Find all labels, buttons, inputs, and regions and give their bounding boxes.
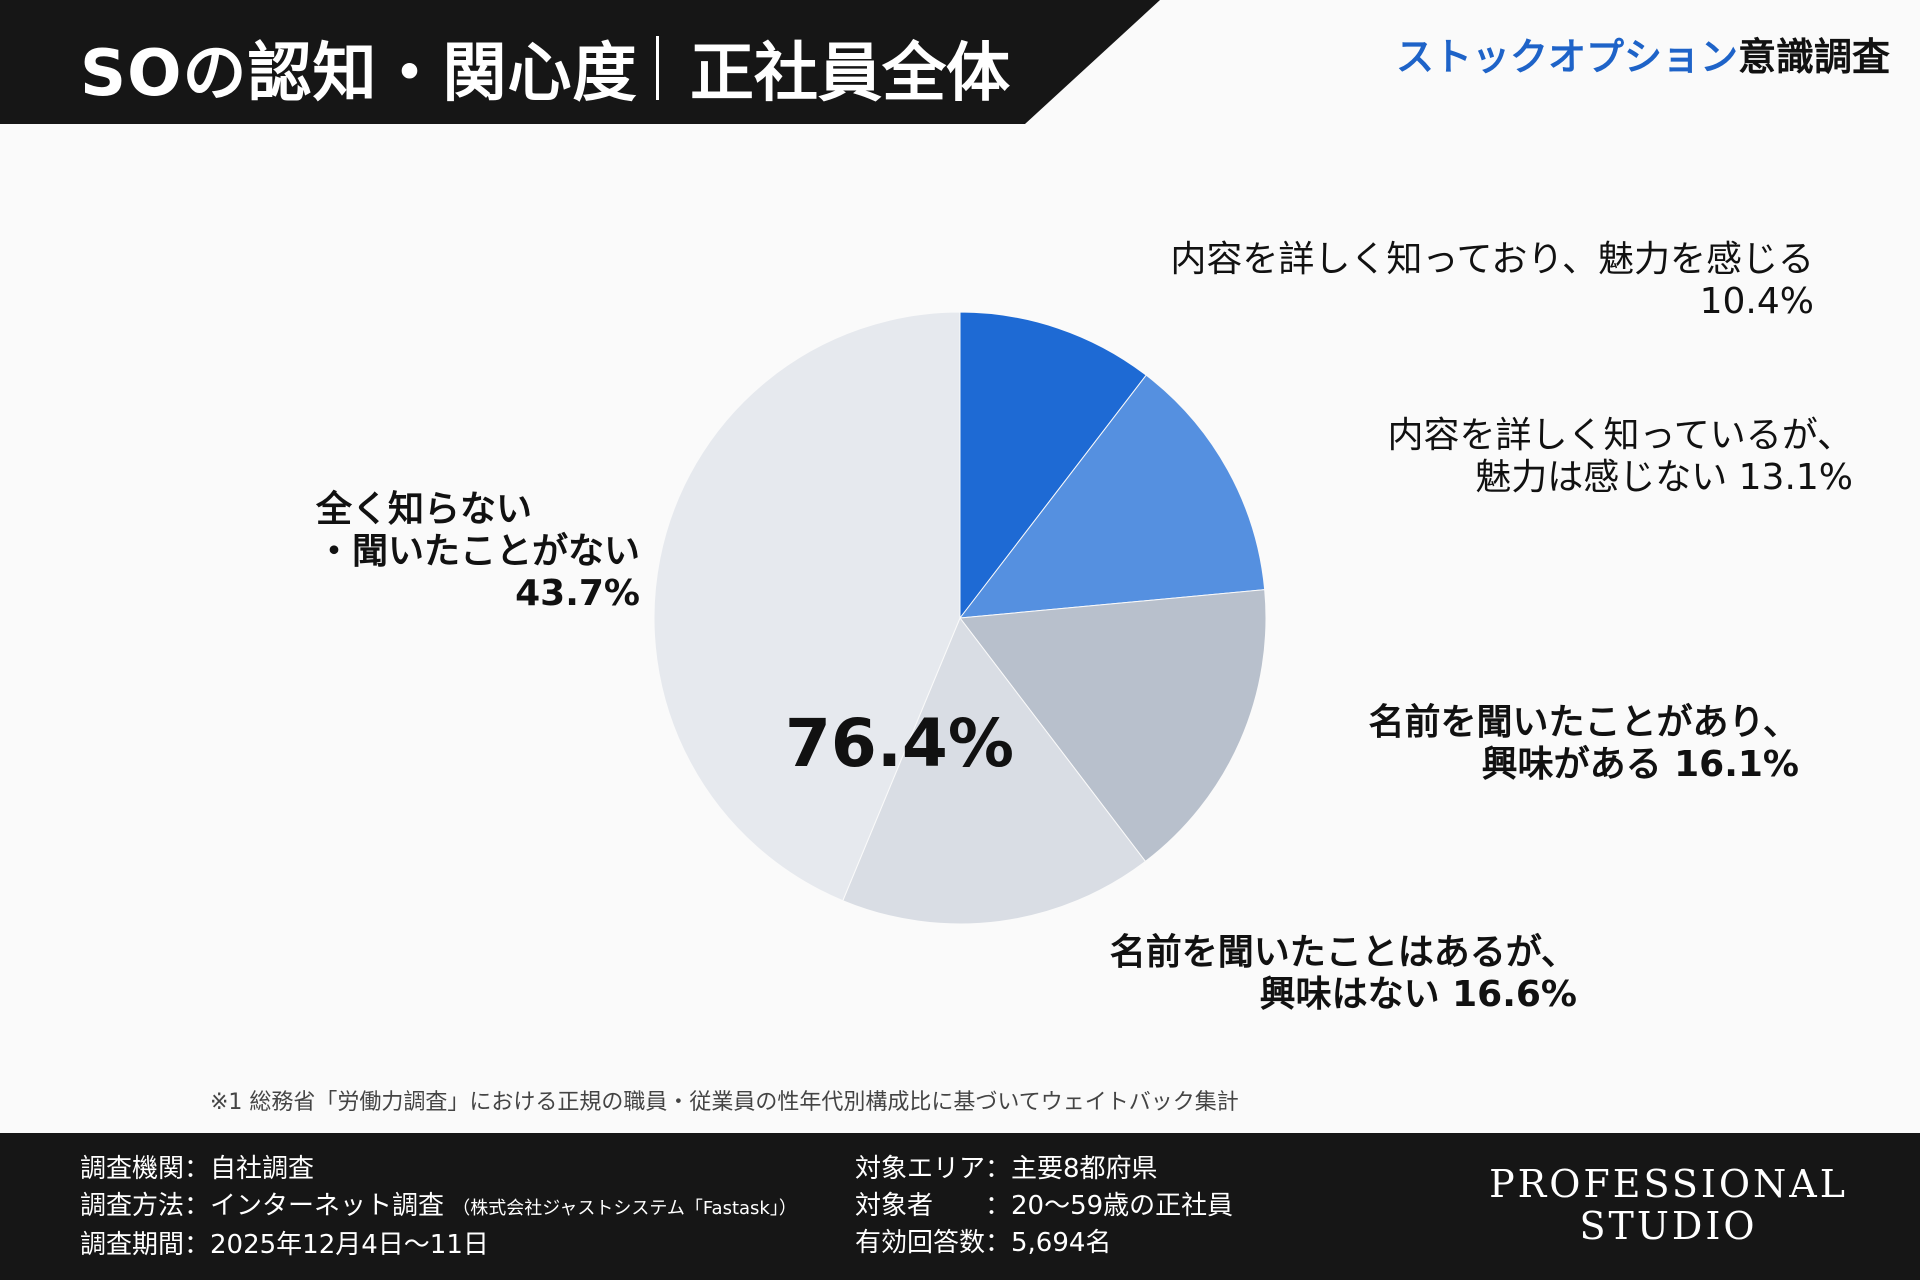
survey-name: ストックオプション意識調査 xyxy=(1396,26,1890,81)
label-slice-2: 内容を詳しく知っているが、 魅力は感じない 13.1% xyxy=(1388,415,1853,499)
label-slice-3: 名前を聞いたことがあり、 興味がある 16.1% xyxy=(1368,702,1799,786)
label-slice-2-value: 魅力は感じない 13.1% xyxy=(1475,457,1853,498)
label-slice-1-value: 10.4% xyxy=(1699,281,1814,322)
header-band xyxy=(0,0,1160,124)
survey-period: 調査期間：2025年12月4日〜11日 xyxy=(80,1230,489,1260)
label-slice-4-text: 名前を聞いたことはあるが、 xyxy=(1109,932,1577,973)
survey-responses: 有効回答数：5,694名 xyxy=(855,1228,1112,1258)
center-value-label: 76.4% xyxy=(785,705,1014,782)
footer-survey-info: 調査機関：自社調査 調査方法：インターネット調査 （株式会社ジャストシステム「F… xyxy=(80,1151,797,1264)
pie-slice-3 xyxy=(959,589,1267,863)
survey-name-blue: ストックオプション xyxy=(1395,35,1738,79)
label-slice-4-value: 興味はない 16.6% xyxy=(1259,974,1577,1015)
title-divider xyxy=(656,36,659,100)
pie-svg xyxy=(653,311,1267,925)
label-slice-1: 内容を詳しく知っており、魅力を感じる 10.4% xyxy=(1170,239,1814,323)
survey-method-note: （株式会社ジャストシステム「Fastask」） xyxy=(452,1198,797,1219)
page-title: SOの認知・関心度 xyxy=(80,37,638,111)
label-slice-1-text: 内容を詳しく知っており、魅力を感じる xyxy=(1170,239,1814,280)
label-slice-5: 全く知らない ・聞いたことがない 43.7% xyxy=(316,489,640,615)
pie-slice-5 xyxy=(653,311,961,902)
survey-target: 対象者 ：20〜59歳の正社員 xyxy=(855,1191,1234,1221)
survey-agency: 調査機関：自社調査 xyxy=(80,1154,315,1184)
label-slice-5-value: 43.7% xyxy=(515,573,640,614)
footnote: ※1 総務省「労働力調査」における正規の職員・従業員の性年代別構成比に基づいてウ… xyxy=(210,1090,1239,1115)
brand-line-1: PROFESSIONAL xyxy=(1489,1162,1848,1206)
page-subtitle: 正社員全体 xyxy=(690,37,1010,111)
survey-name-dark: 意識調査 xyxy=(1737,35,1890,79)
label-slice-4: 名前を聞いたことはあるが、 興味はない 16.6% xyxy=(1110,932,1577,1016)
label-slice-5-text: 全く知らない xyxy=(315,489,532,530)
brand-line-2: STUDIO xyxy=(1579,1204,1758,1248)
pie-chart: 内容を詳しく知っており、魅力を感じる 10.4% 内容を詳しく知っているが、 魅… xyxy=(0,124,1920,1129)
label-slice-5-text2: ・聞いたことがない xyxy=(315,531,640,572)
footer-target-info: 対象エリア：主要8都府県 対象者 ：20〜59歳の正社員 有効回答数：5,694… xyxy=(855,1151,1233,1262)
label-slice-3-value: 興味がある 16.1% xyxy=(1481,744,1799,785)
survey-area: 対象エリア：主要8都府県 xyxy=(855,1154,1158,1184)
brand-logo: PROFESSIONAL STUDIO xyxy=(1489,1163,1848,1247)
survey-method-row: 調査方法：インターネット調査 （株式会社ジャストシステム「Fastask」） xyxy=(80,1188,797,1227)
pie-slice-4 xyxy=(842,617,1147,925)
label-slice-3-text: 名前を聞いたことがあり、 xyxy=(1368,702,1799,743)
pie-slice-2 xyxy=(958,374,1266,619)
pie-slice-1 xyxy=(959,311,1147,620)
footer: 調査機関：自社調査 調査方法：インターネット調査 （株式会社ジャストシステム「F… xyxy=(0,1133,1920,1280)
survey-method: 調査方法：インターネット調査 xyxy=(80,1191,445,1221)
label-slice-2-text: 内容を詳しく知っているが、 xyxy=(1387,415,1853,456)
